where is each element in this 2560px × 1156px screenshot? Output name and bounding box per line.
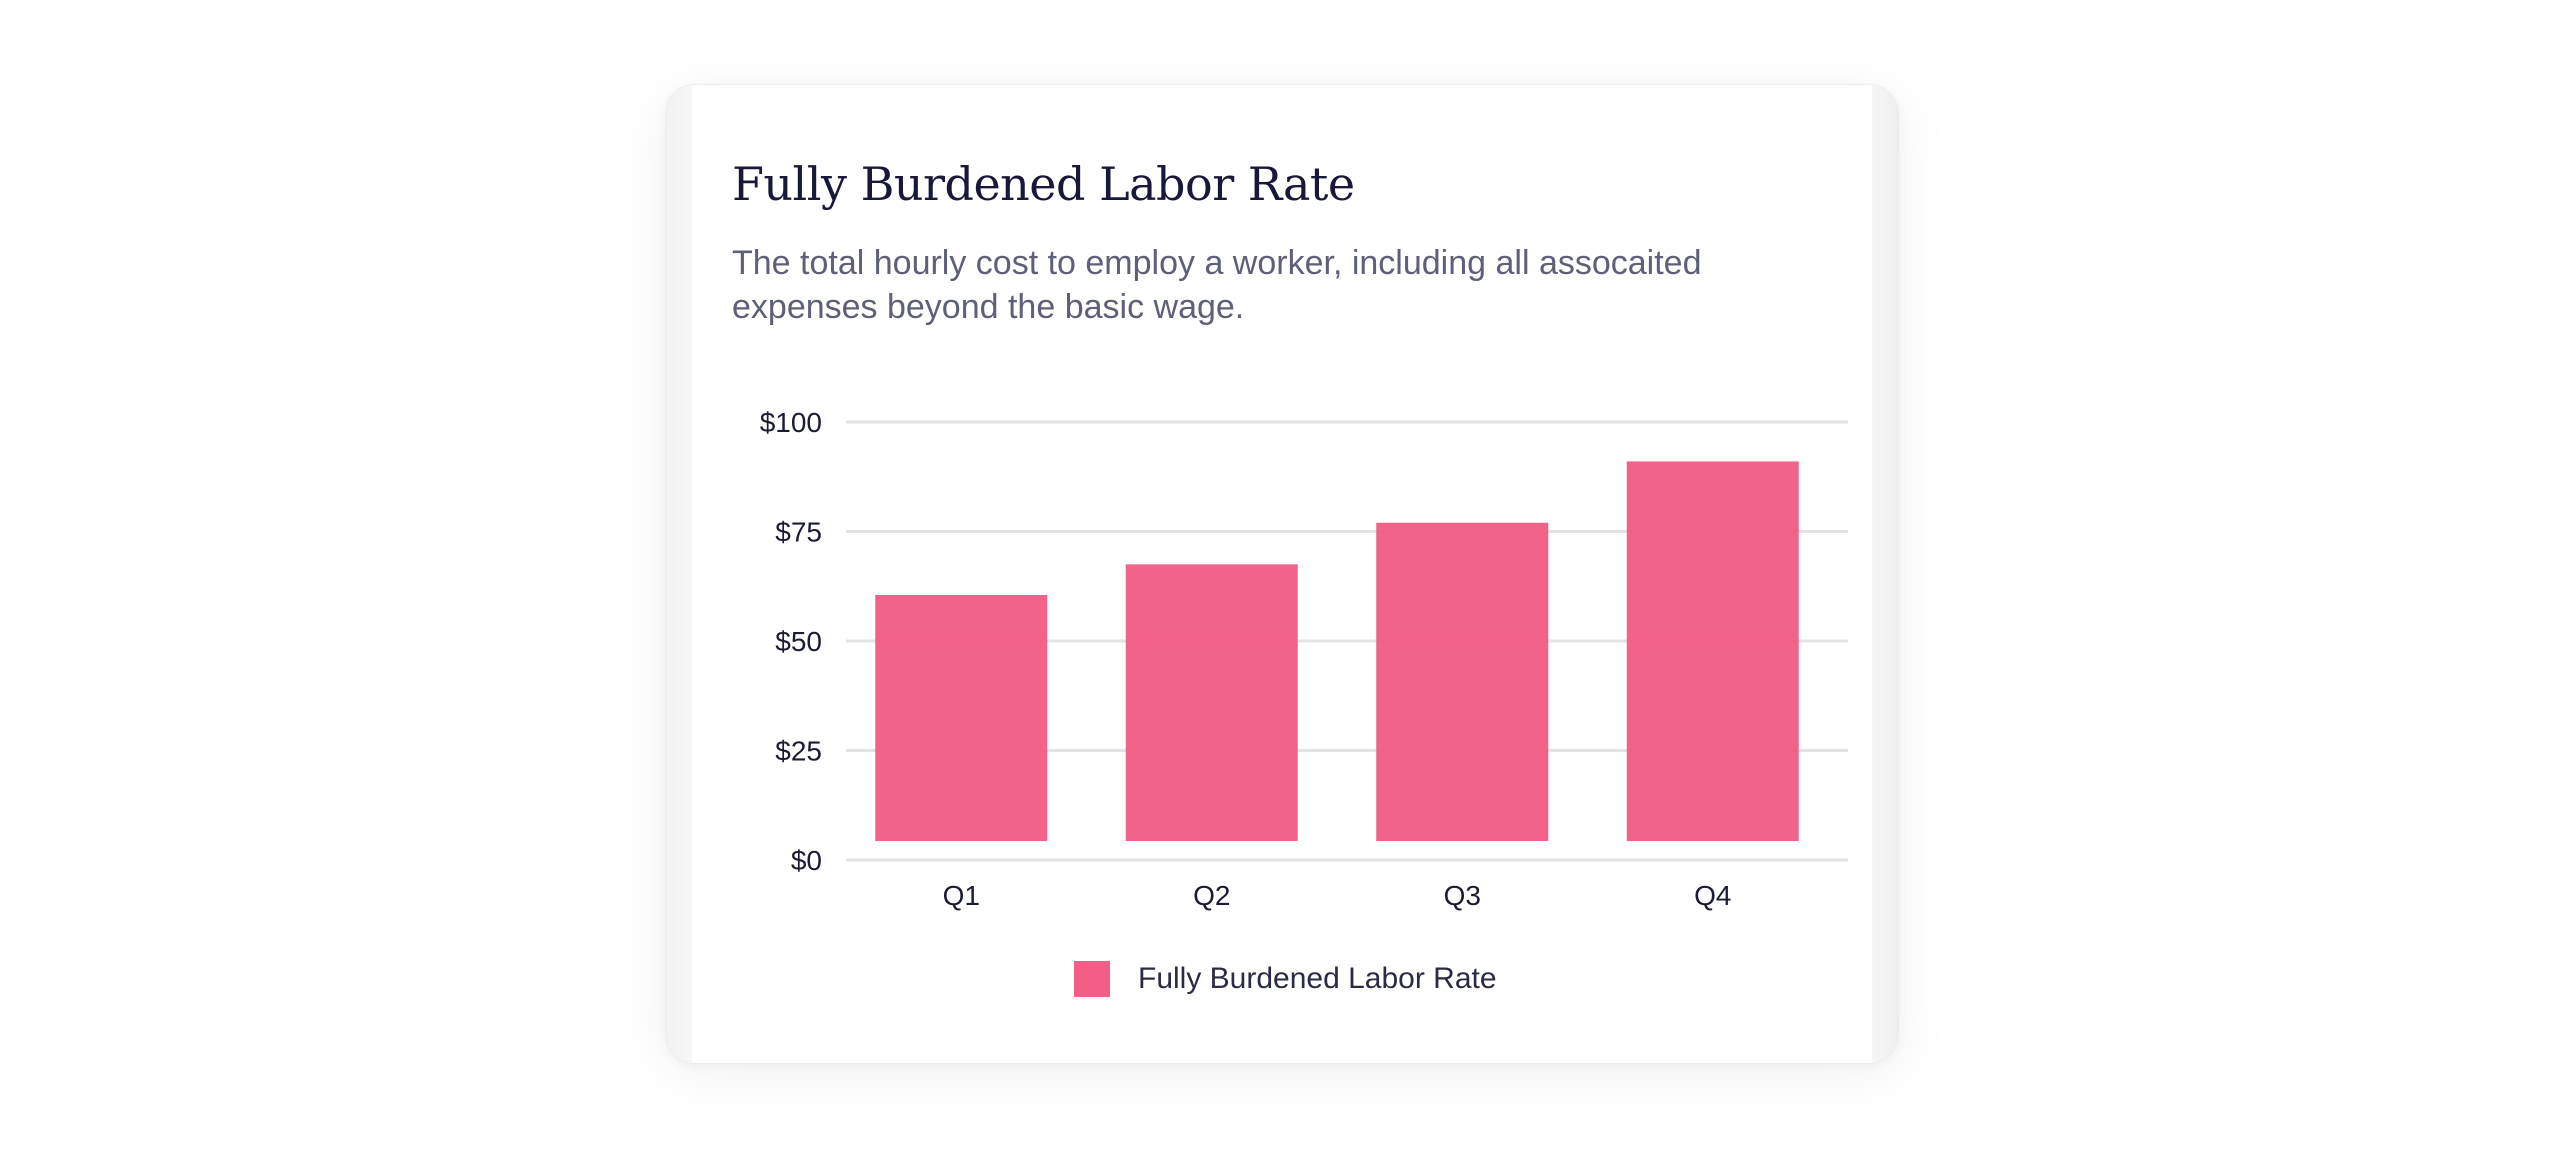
x-tick-label: Q1: [943, 880, 980, 911]
bars: [875, 461, 1799, 841]
bar-chart: $0 $25 $50 $75 $100 Q1 Q2 Q3 Q4: [760, 407, 1848, 911]
bar-q3[interactable]: [1376, 522, 1549, 841]
y-tick-label: $0: [791, 845, 822, 876]
y-tick-label: $75: [775, 517, 822, 548]
x-axis-labels: Q1 Q2 Q3 Q4: [943, 880, 1732, 911]
chart-title: Fully Burdened Labor Rate: [732, 157, 1355, 211]
x-tick-label: Q2: [1193, 880, 1230, 911]
bar-q4[interactable]: [1626, 461, 1799, 841]
y-tick-label: $25: [775, 736, 822, 767]
y-tick-label: $100: [760, 407, 822, 438]
card-right-edge: [1872, 85, 1898, 1063]
chart-card: Fully Burdened Labor Rate The total hour…: [665, 84, 1899, 1064]
chart-legend: Fully Burdened Labor Rate: [1074, 961, 1497, 997]
chart-subtitle: The total hourly cost to employ a worker…: [732, 244, 1702, 326]
x-tick-label: Q3: [1444, 880, 1481, 911]
x-tick-label: Q4: [1694, 880, 1731, 911]
legend-swatch: [1074, 961, 1110, 997]
bar-q1[interactable]: [875, 595, 1048, 841]
y-axis-labels: $0 $25 $50 $75 $100: [760, 407, 822, 876]
card-left-edge: [666, 85, 692, 1063]
bar-q2[interactable]: [1125, 564, 1298, 841]
y-tick-label: $50: [775, 626, 822, 657]
legend-label: Fully Burdened Labor Rate: [1138, 962, 1497, 995]
